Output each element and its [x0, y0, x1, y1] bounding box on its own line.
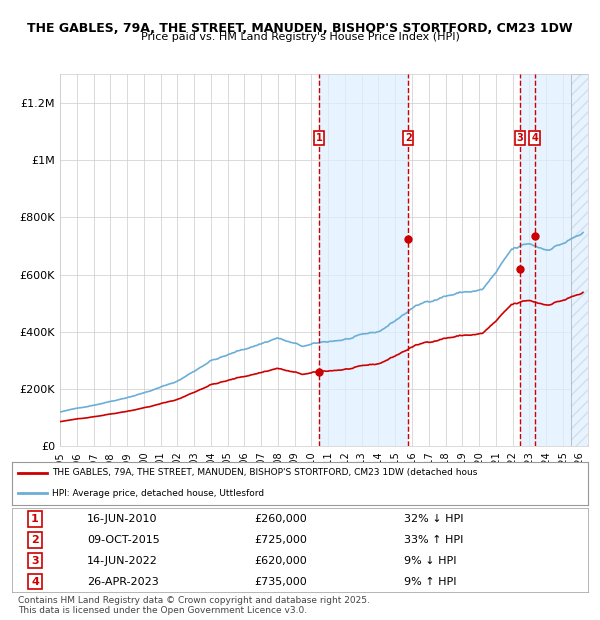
Text: 33% ↑ HPI: 33% ↑ HPI — [404, 535, 463, 545]
Text: 32% ↓ HPI: 32% ↓ HPI — [404, 514, 463, 524]
Text: £620,000: £620,000 — [254, 556, 307, 565]
Text: 9% ↑ HPI: 9% ↑ HPI — [404, 577, 456, 587]
Text: 09-OCT-2015: 09-OCT-2015 — [87, 535, 160, 545]
Text: £725,000: £725,000 — [254, 535, 307, 545]
Text: 3: 3 — [31, 556, 39, 565]
Text: 1: 1 — [31, 514, 39, 524]
Text: 3: 3 — [517, 133, 523, 143]
Bar — [571, 74, 588, 446]
Text: Price paid vs. HM Land Registry's House Price Index (HPI): Price paid vs. HM Land Registry's House … — [140, 32, 460, 42]
Text: 2: 2 — [31, 535, 39, 545]
Text: This data is licensed under the Open Government Licence v3.0.: This data is licensed under the Open Gov… — [18, 606, 307, 616]
Text: 4: 4 — [532, 133, 538, 143]
Bar — [571, 74, 588, 446]
Text: 4: 4 — [31, 577, 39, 587]
Text: 14-JUN-2022: 14-JUN-2022 — [87, 556, 158, 565]
Text: THE GABLES, 79A, THE STREET, MANUDEN, BISHOP'S STORTFORD, CM23 1DW (detached hou: THE GABLES, 79A, THE STREET, MANUDEN, BI… — [52, 468, 478, 477]
Text: THE GABLES, 79A, THE STREET, MANUDEN, BISHOP'S STORTFORD, CM23 1DW: THE GABLES, 79A, THE STREET, MANUDEN, BI… — [27, 22, 573, 35]
Bar — [319, 74, 408, 446]
Text: HPI: Average price, detached house, Uttlesford: HPI: Average price, detached house, Uttl… — [52, 489, 265, 498]
Bar — [520, 74, 588, 446]
Text: Contains HM Land Registry data © Crown copyright and database right 2025.: Contains HM Land Registry data © Crown c… — [18, 596, 370, 606]
Text: 9% ↓ HPI: 9% ↓ HPI — [404, 556, 456, 565]
Text: 16-JUN-2010: 16-JUN-2010 — [87, 514, 157, 524]
Text: 1: 1 — [316, 133, 323, 143]
Text: 26-APR-2023: 26-APR-2023 — [87, 577, 158, 587]
Text: 2: 2 — [405, 133, 412, 143]
Text: £735,000: £735,000 — [254, 577, 307, 587]
Text: £260,000: £260,000 — [254, 514, 307, 524]
